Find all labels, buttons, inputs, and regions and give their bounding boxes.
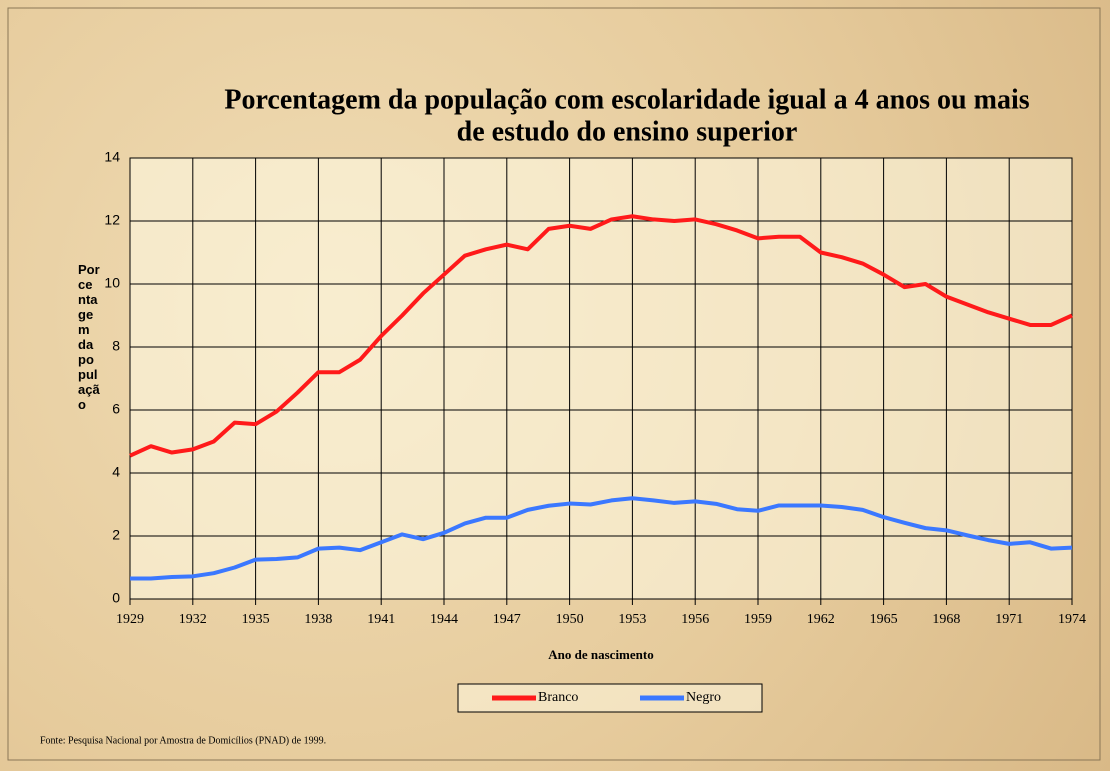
plot-border [129, 157, 1073, 600]
chart-title: de estudo do ensino superior [457, 116, 798, 147]
y-tick-label: 6 [112, 401, 120, 417]
x-tick-label: 1962 [807, 612, 835, 627]
x-tick-label: 1950 [556, 612, 584, 627]
source-note: Fonte: Pesquisa Nacional por Amostra de … [40, 735, 326, 746]
x-tick-label: 1971 [995, 612, 1023, 627]
x-axis-label: Ano de nascimento [548, 647, 653, 662]
x-tick-label: 1938 [304, 612, 332, 627]
x-tick-label: 1968 [932, 612, 960, 627]
x-tick-label: 1932 [179, 612, 207, 627]
y-tick-label: 8 [112, 338, 120, 354]
x-tick-label: 1974 [1058, 612, 1086, 627]
x-tick-label: 1935 [242, 612, 270, 627]
y-tick-label: 0 [112, 590, 120, 606]
frame [7, 7, 1101, 761]
line-series [130, 496, 1073, 581]
x-tick-label: 1929 [116, 612, 144, 627]
y-tick-label: 14 [104, 149, 120, 165]
x-tick-label: 1953 [618, 612, 646, 627]
legend-label: Branco [538, 690, 578, 705]
y-tick-label: 12 [104, 212, 120, 228]
y-tick-label: 4 [112, 464, 120, 480]
y-tick-label: 2 [112, 527, 120, 543]
line-series [129, 214, 1073, 458]
x-tick-label: 1944 [430, 612, 458, 627]
legend-label: Negro [686, 690, 721, 705]
x-tick-label: 1959 [744, 612, 772, 627]
y-tick-label: 10 [104, 275, 120, 291]
y-axis-label: Porcentagem da população [78, 262, 100, 412]
x-tick-label: 1947 [493, 612, 521, 627]
x-tick-label: 1941 [367, 612, 395, 627]
x-tick-label: 1956 [681, 612, 709, 627]
x-tick-label: 1965 [870, 612, 898, 627]
chart-title: Porcentagem da população com escolaridad… [224, 84, 1029, 115]
